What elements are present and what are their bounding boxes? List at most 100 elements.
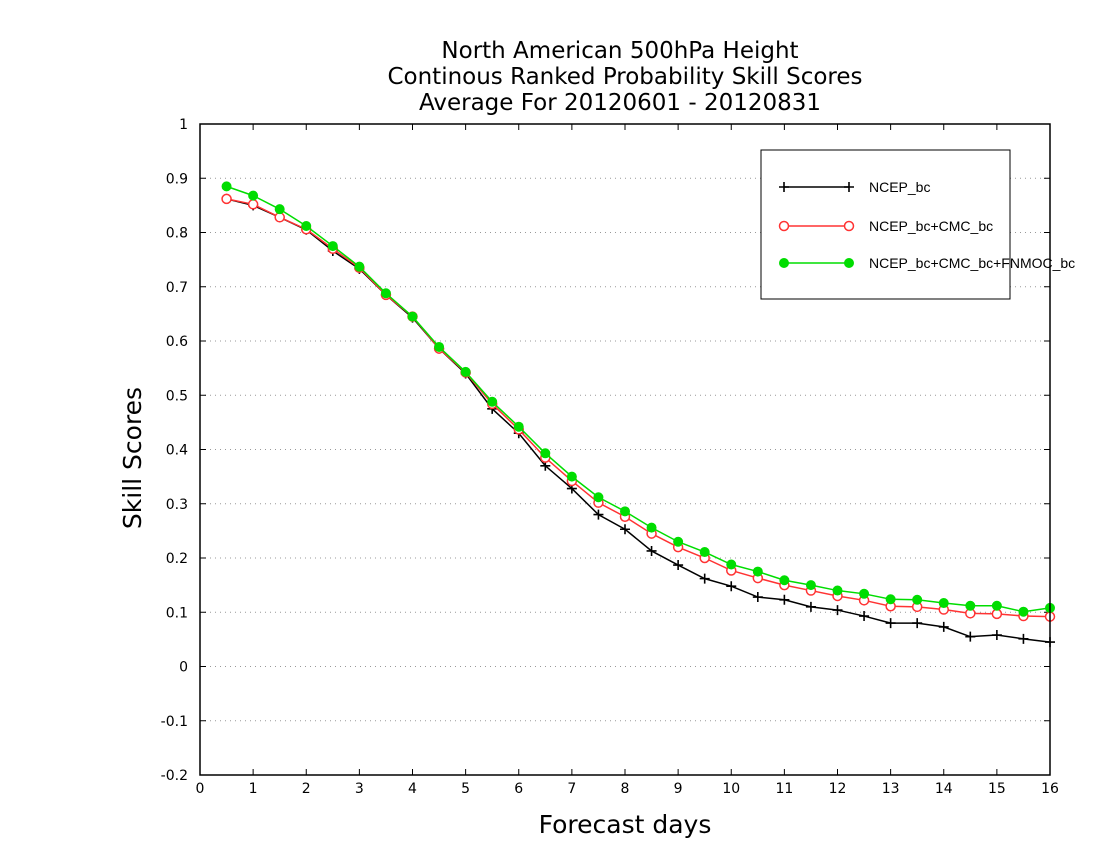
- legend-label: NCEP_bc+CMC_bc+FNMOC_bc: [869, 255, 1075, 271]
- data-point: [965, 600, 976, 611]
- data-point: [832, 585, 843, 596]
- y-tick-label: -0.2: [161, 768, 188, 784]
- data-point: [513, 421, 524, 432]
- legend-item-ncep-cmc-fnmoc: NCEP_bc+CMC_bc+FNMOC_bc: [779, 255, 1075, 271]
- legend-marker: [844, 258, 854, 268]
- x-tick-label: 4: [408, 781, 417, 797]
- y-axis-label: Skill Scores: [118, 387, 147, 529]
- data-point: [885, 594, 896, 605]
- legend-marker: [843, 220, 855, 232]
- data-point: [247, 199, 259, 210]
- data-point: [301, 220, 312, 231]
- x-tick-label: 6: [514, 781, 523, 797]
- y-tick-label: 0.9: [166, 171, 188, 187]
- plot-frame: [199, 123, 1051, 776]
- y-tick-label: 0.5: [166, 388, 188, 404]
- data-point: [460, 366, 471, 377]
- data-point: [938, 598, 949, 609]
- x-tick-label: 16: [1041, 781, 1059, 797]
- legend-box: [760, 149, 1011, 300]
- data-point: [407, 311, 418, 322]
- data-point: [1018, 633, 1029, 644]
- y-tick-label: 0.1: [166, 605, 188, 621]
- x-axis-label: Forecast days: [539, 810, 712, 839]
- data-point: [965, 631, 976, 642]
- x-tick-label: 13: [882, 781, 900, 797]
- chart-title-line-2: Continous Ranked Probability Skill Score…: [387, 64, 862, 90]
- chart-title-line-3: Average For 20120601 - 20120831: [419, 90, 821, 116]
- data-point: [1018, 606, 1029, 617]
- data-point: [646, 545, 657, 556]
- data-point: [699, 547, 710, 558]
- legend-marker: [779, 182, 789, 192]
- data-point: [699, 573, 710, 584]
- y-tick-label: 0.6: [166, 334, 188, 350]
- data-point: [859, 588, 870, 599]
- x-tick-label: 11: [775, 781, 793, 797]
- legend-marker: [779, 258, 789, 268]
- axis-ticks: -0.2-0.100.10.20.30.40.50.60.70.80.910 1 2…: [161, 117, 1059, 797]
- x-tick-label: 1: [249, 781, 258, 797]
- x-tick-label: 14: [935, 781, 953, 797]
- data-point: [912, 618, 923, 629]
- data-point: [620, 506, 630, 517]
- data-point: [673, 560, 684, 571]
- data-point: [779, 575, 790, 586]
- series-ncep-cmc-fnmoc: [221, 181, 1055, 617]
- y-tick-label: 0.2: [166, 551, 188, 567]
- data-point: [354, 261, 365, 272]
- x-tick-label: 8: [621, 781, 630, 797]
- chart-title: North American 500hPa Height Continous R…: [387, 38, 862, 116]
- data-point: [805, 580, 816, 591]
- data-point: [752, 592, 763, 603]
- data-point: [487, 396, 498, 407]
- data-point: [434, 341, 445, 352]
- data-point: [726, 559, 737, 570]
- grid-lines: [200, 177, 1050, 722]
- legend-item-ncep-cmc: NCEP_bc+CMC_bc: [778, 218, 993, 234]
- y-tick-label: 0.4: [166, 443, 188, 459]
- data-point: [380, 288, 391, 299]
- x-tick-label: 12: [829, 781, 847, 797]
- y-tick-label: 0.8: [166, 226, 188, 242]
- data-point: [540, 448, 551, 459]
- y-tick-label: 0.7: [166, 280, 188, 296]
- x-tick-label: 7: [567, 781, 576, 797]
- x-tick-label: 0: [196, 781, 205, 797]
- legend-label: NCEP_bc+CMC_bc: [869, 218, 993, 234]
- data-point: [752, 566, 763, 577]
- data-point: [991, 630, 1002, 641]
- data-point: [327, 241, 338, 252]
- x-tick-label: 2: [302, 781, 311, 797]
- x-tick-label: 3: [355, 781, 364, 797]
- data-point: [832, 605, 843, 616]
- y-tick-label: 0.3: [166, 497, 188, 513]
- data-point: [593, 509, 604, 520]
- y-tick-label: 0: [179, 660, 188, 676]
- data-series: [221, 181, 1056, 648]
- data-point: [805, 601, 816, 612]
- data-point: [779, 594, 790, 605]
- data-point: [221, 193, 232, 205]
- y-tick-label: 1: [179, 117, 188, 133]
- x-tick-label: 5: [461, 781, 470, 797]
- data-point: [274, 204, 285, 215]
- legend-label: NCEP_bc: [869, 179, 930, 195]
- x-tick-label: 9: [674, 781, 683, 797]
- chart-title-line-1: North American 500hPa Height: [441, 38, 798, 64]
- data-point: [673, 536, 684, 547]
- data-point: [938, 621, 949, 632]
- data-point: [566, 471, 577, 482]
- data-point: [221, 181, 232, 192]
- data-point: [248, 190, 259, 201]
- data-point: [912, 594, 923, 605]
- legend-marker: [778, 220, 790, 232]
- data-point: [620, 524, 630, 535]
- data-point: [646, 522, 657, 533]
- data-point: [991, 600, 1002, 611]
- data-point: [593, 492, 604, 503]
- x-tick-label: 15: [988, 781, 1006, 797]
- data-point: [859, 611, 870, 622]
- data-point: [885, 618, 896, 629]
